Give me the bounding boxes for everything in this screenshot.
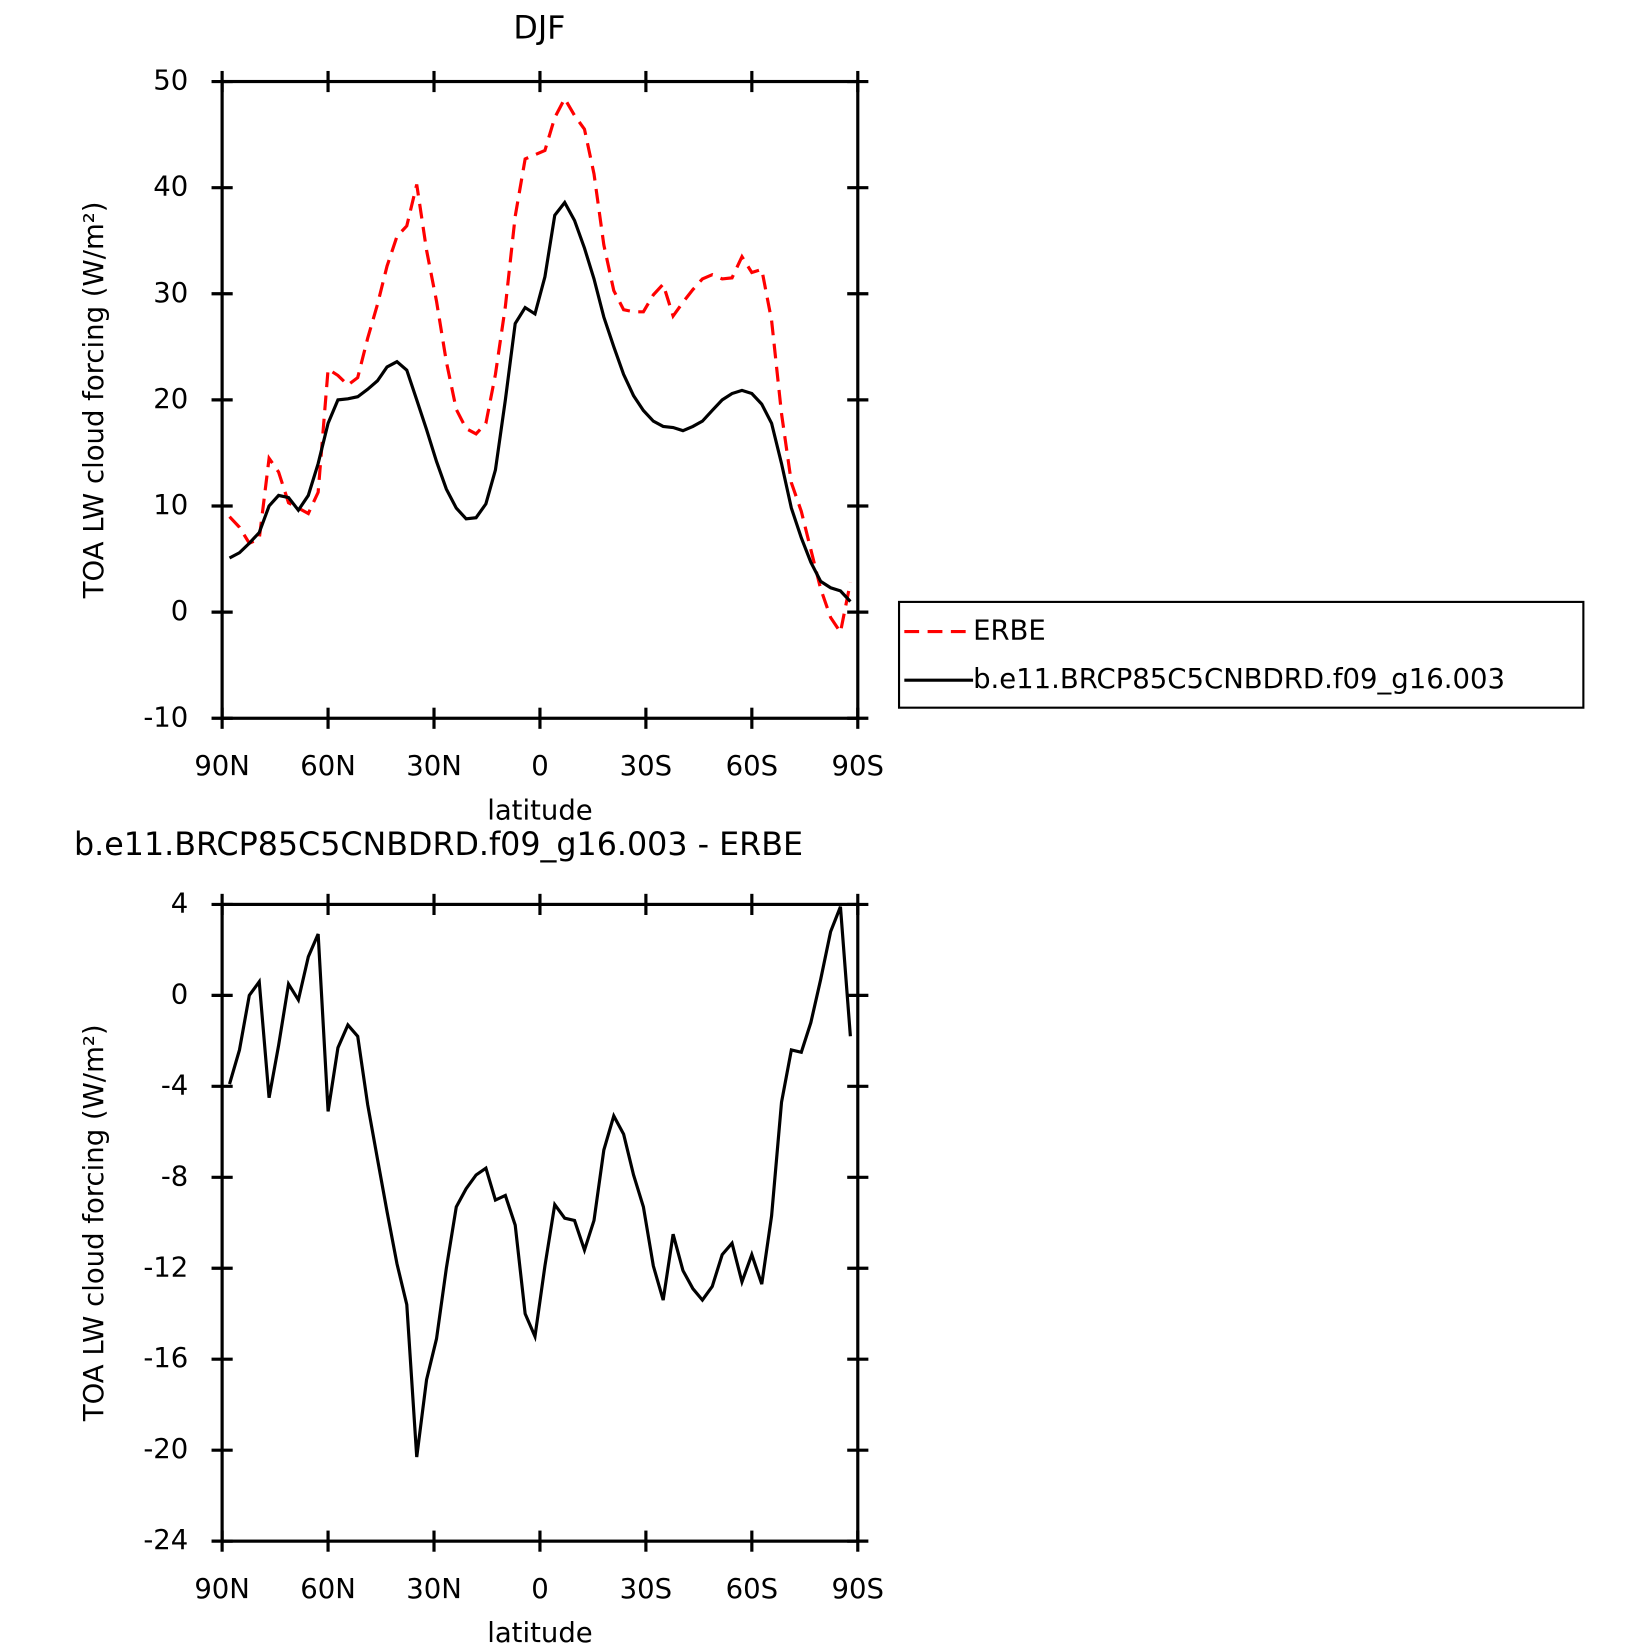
y-tick-label: 4 [171, 887, 189, 919]
y-tick-label: -8 [161, 1160, 188, 1192]
chart-title: b.e11.BRCP85C5CNBDRD.f09_g16.003 - ERBE [74, 827, 803, 863]
y-axis-label: TOA LW cloud forcing (W/m²) [78, 1024, 110, 1422]
x-tick-label: 60N [300, 1573, 356, 1605]
plot-frame [220, 902, 860, 1543]
y-tick-label: -12 [143, 1251, 188, 1283]
x-tick-label: 30S [620, 1573, 672, 1605]
x-tick-label: 60S [726, 1573, 778, 1605]
x-tick-label: 60S [726, 750, 778, 782]
y-tick-label: 0 [171, 595, 189, 627]
y-tick-label: 50 [153, 65, 188, 97]
x-tick-label: 0 [531, 750, 549, 782]
y-tick-label: 30 [153, 277, 188, 309]
x-tick-label: 30N [406, 1573, 462, 1605]
data-line [227, 906, 852, 1458]
y-axis-label: TOA LW cloud forcing (W/m²) [78, 202, 110, 600]
legend-box [897, 600, 1585, 709]
y-tick-label: -24 [143, 1524, 188, 1556]
x-axis-label: latitude [487, 1617, 593, 1647]
y-tick-label: -16 [143, 1342, 188, 1374]
y-tick-label: 40 [153, 171, 188, 203]
x-tick-label: 90N [194, 1573, 250, 1605]
data-line [228, 199, 852, 603]
x-tick-label: 30N [406, 750, 462, 782]
chart-title: DJF [513, 11, 565, 47]
x-tick-label: 90N [194, 750, 250, 782]
data-line [228, 95, 852, 637]
x-tick-label: 90S [832, 750, 884, 782]
y-tick-label: -20 [143, 1433, 188, 1465]
x-tick-label: 30S [620, 750, 672, 782]
y-tick-label: -10 [143, 701, 188, 733]
plot-frame [220, 79, 860, 720]
y-tick-label: 10 [153, 489, 188, 521]
y-tick-label: 20 [153, 383, 188, 415]
x-axis-label: latitude [487, 794, 593, 826]
y-tick-label: 0 [171, 978, 189, 1010]
x-tick-label: 60N [300, 750, 356, 782]
legend-label: ERBE [973, 615, 1046, 647]
x-tick-label: 0 [531, 1573, 549, 1605]
legend-label: b.e11.BRCP85C5CNBDRD.f09_g16.003 [973, 663, 1505, 695]
x-tick-label: 90S [832, 1573, 884, 1605]
y-tick-label: -4 [161, 1069, 188, 1101]
